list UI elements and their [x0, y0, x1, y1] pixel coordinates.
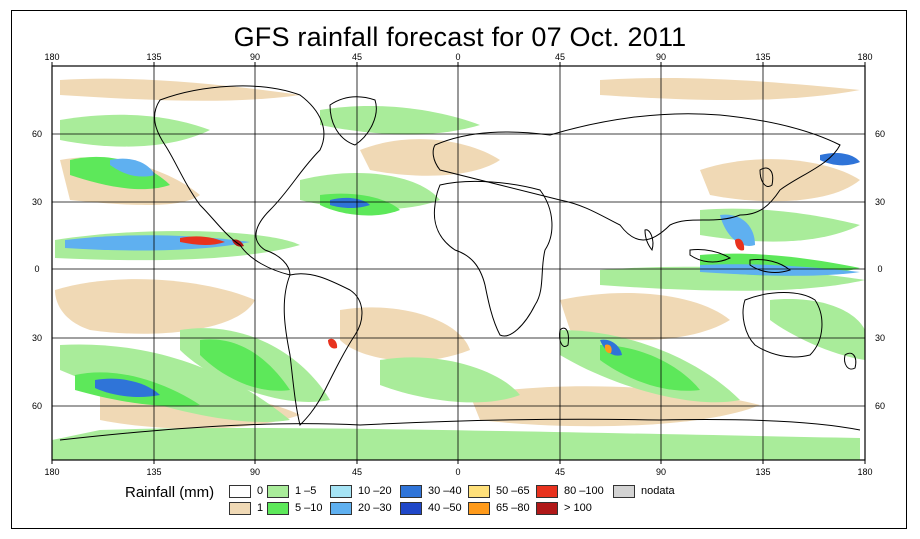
top-lon-label: 180 [44, 52, 59, 62]
bottom-lon-label: 90 [656, 467, 666, 477]
page-title: GFS rainfall forecast for 07 Oct. 2011 [233, 22, 687, 52]
legend-swatch [536, 501, 558, 515]
left-lat-label: 30 [32, 333, 42, 343]
legend-item: 65 –80 [468, 501, 530, 515]
right-lat-label: 30 [875, 197, 885, 207]
left-lat-label: 60 [32, 129, 42, 139]
right-lat-label: 60 [875, 401, 885, 411]
legend-item: 1 –5 [267, 484, 316, 498]
bottom-lon-label: 135 [146, 467, 161, 477]
top-lon-label: 90 [250, 52, 260, 62]
legend-swatch [330, 484, 352, 498]
legend-swatch [400, 501, 422, 515]
bottom-lon-label: 0 [455, 467, 460, 477]
legend-item-label: 10 –20 [358, 485, 392, 497]
legend-item: 1 [229, 501, 263, 515]
legend-swatch [468, 484, 490, 498]
legend-item-label: 0 [257, 485, 264, 497]
legend-item-label: 80 –100 [564, 485, 604, 497]
legend-swatch [468, 501, 490, 515]
top-lon-label: 90 [656, 52, 666, 62]
legend-item: 20 –30 [330, 501, 392, 515]
figure-frame [11, 10, 907, 529]
left-lat-label: 30 [32, 197, 42, 207]
coastlines [59, 85, 861, 441]
bottom-lon-label: 45 [352, 467, 362, 477]
bottom-lon-label: 45 [555, 467, 565, 477]
legend-item-label: 65 –80 [496, 502, 530, 514]
legend-item-label: 50 –65 [496, 485, 530, 497]
legend-item-label: 20 –30 [358, 502, 392, 514]
graticule [52, 66, 865, 460]
legend-item: 30 –40 [400, 484, 462, 498]
legend-swatch [613, 484, 635, 498]
legend-swatch [400, 484, 422, 498]
legend-title: Rainfall (mm) [125, 484, 215, 501]
legend-item-label: nodata [641, 485, 675, 497]
legend-item: 10 –20 [330, 484, 392, 498]
top-lon-label: 0 [455, 52, 460, 62]
legend-swatch [330, 501, 352, 515]
right-lat-label: 60 [875, 129, 885, 139]
top-lon-label: 135 [755, 52, 770, 62]
legend-item: 80 –100 [536, 484, 604, 498]
top-lon-label: 45 [555, 52, 565, 62]
legend-item: > 100 [536, 501, 592, 515]
legend-swatch [229, 501, 251, 515]
legend-swatch [536, 484, 558, 498]
legend-item: 5 –10 [267, 501, 323, 515]
legend-swatch [267, 501, 289, 515]
left-lat-label: 0 [34, 264, 39, 274]
top-lon-label: 135 [146, 52, 161, 62]
legend-item-label: 1 [257, 502, 264, 514]
legend-item: 40 –50 [400, 501, 462, 515]
top-lon-label: 45 [352, 52, 362, 62]
legend-item-label: 40 –50 [428, 502, 462, 514]
bottom-lon-label: 180 [857, 467, 872, 477]
bottom-lon-label: 135 [755, 467, 770, 477]
legend-item-label: 30 –40 [428, 485, 462, 497]
top-lon-label: 180 [857, 52, 872, 62]
right-lat-label: 0 [877, 264, 882, 274]
legend-item-label: 1 –5 [295, 485, 317, 497]
legend-item-label: 5 –10 [295, 502, 323, 514]
left-lat-label: 60 [32, 401, 42, 411]
legend-item: 0 [229, 484, 263, 498]
tick-marks [51, 62, 866, 464]
legend-swatch [267, 484, 289, 498]
legend-swatch [229, 484, 251, 498]
legend-item: 50 –65 [468, 484, 530, 498]
legend-item-label: > 100 [564, 502, 592, 514]
right-lat-label: 30 [875, 333, 885, 343]
rain-field [52, 66, 865, 460]
legend-item: nodata [613, 484, 675, 498]
bottom-lon-label: 90 [250, 467, 260, 477]
bottom-lon-label: 180 [44, 467, 59, 477]
